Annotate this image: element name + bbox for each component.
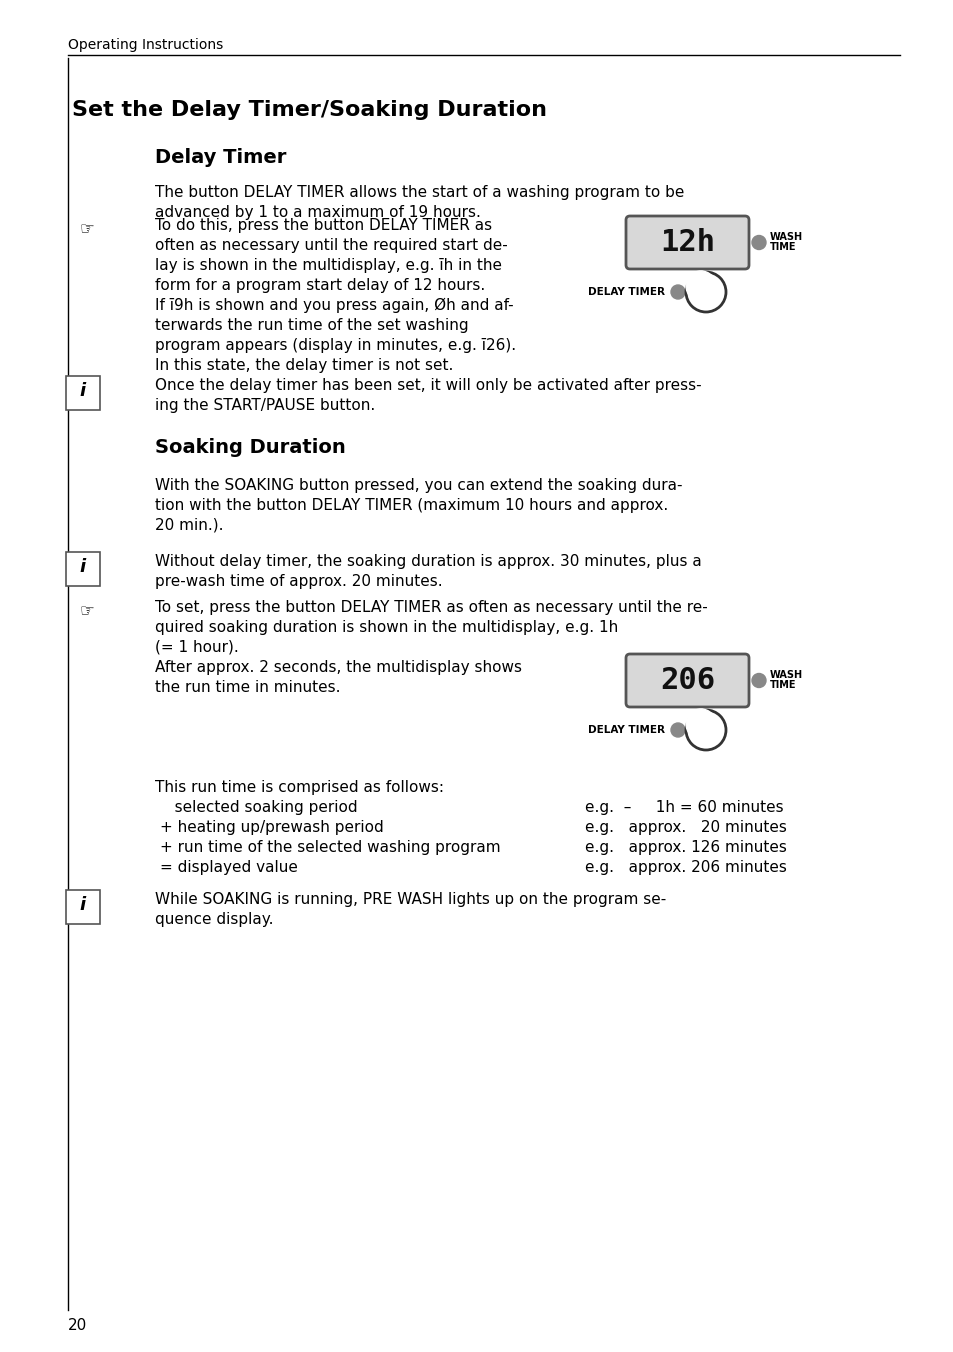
Text: i: i (80, 383, 86, 400)
Circle shape (670, 285, 684, 299)
Text: + heating up/prewash period: + heating up/prewash period (160, 821, 383, 836)
Text: + run time of the selected washing program: + run time of the selected washing progr… (160, 840, 500, 854)
Text: form for a program start delay of 12 hours.: form for a program start delay of 12 hou… (154, 279, 485, 293)
Text: If ī9h is shown and you press again, Øh and af-: If ī9h is shown and you press again, Øh … (154, 297, 513, 314)
Text: the run time in minutes.: the run time in minutes. (154, 680, 340, 695)
Text: After approx. 2 seconds, the multidisplay shows: After approx. 2 seconds, the multidispla… (154, 660, 521, 675)
Circle shape (685, 708, 716, 740)
Text: Once the delay timer has been set, it will only be activated after press-: Once the delay timer has been set, it wi… (154, 379, 700, 393)
FancyBboxPatch shape (625, 216, 748, 269)
FancyBboxPatch shape (66, 552, 100, 585)
Text: e.g.   approx. 126 minutes: e.g. approx. 126 minutes (584, 840, 786, 854)
Text: ☞: ☞ (80, 220, 94, 238)
Text: With the SOAKING button pressed, you can extend the soaking dura-: With the SOAKING button pressed, you can… (154, 479, 681, 493)
Text: TIME: TIME (769, 680, 796, 691)
Text: Soaking Duration: Soaking Duration (154, 438, 345, 457)
Text: TIME: TIME (769, 242, 796, 253)
Text: e.g.   approx.   20 minutes: e.g. approx. 20 minutes (584, 821, 786, 836)
Text: pre-wash time of approx. 20 minutes.: pre-wash time of approx. 20 minutes. (154, 575, 442, 589)
Text: ing the START/PAUSE button.: ing the START/PAUSE button. (154, 397, 375, 412)
Text: 20: 20 (68, 1318, 87, 1333)
Text: program appears (display in minutes, e.g. ī26).: program appears (display in minutes, e.g… (154, 338, 516, 353)
Text: 20 min.).: 20 min.). (154, 518, 223, 533)
Text: WASH: WASH (769, 671, 802, 680)
Text: In this state, the delay timer is not set.: In this state, the delay timer is not se… (154, 358, 453, 373)
Circle shape (670, 723, 684, 737)
Text: Delay Timer: Delay Timer (154, 147, 286, 168)
Text: e.g.   approx. 206 minutes: e.g. approx. 206 minutes (584, 860, 786, 875)
Text: quired soaking duration is shown in the multidisplay, e.g. 1h: quired soaking duration is shown in the … (154, 621, 618, 635)
Text: = displayed value: = displayed value (160, 860, 297, 875)
Text: terwards the run time of the set washing: terwards the run time of the set washing (154, 318, 468, 333)
Circle shape (751, 235, 765, 250)
Text: often as necessary until the required start de-: often as necessary until the required st… (154, 238, 507, 253)
FancyBboxPatch shape (66, 890, 100, 923)
Text: Set the Delay Timer/Soaking Duration: Set the Delay Timer/Soaking Duration (71, 100, 546, 120)
Text: e.g.  –     1h = 60 minutes: e.g. – 1h = 60 minutes (584, 800, 782, 815)
Text: tion with the button DELAY TIMER (maximum 10 hours and approx.: tion with the button DELAY TIMER (maximu… (154, 498, 667, 512)
Text: 12h: 12h (659, 228, 715, 257)
Text: (= 1 hour).: (= 1 hour). (154, 639, 238, 654)
Text: i: i (80, 558, 86, 576)
Text: Without delay timer, the soaking duration is approx. 30 minutes, plus a: Without delay timer, the soaking duratio… (154, 554, 701, 569)
Text: DELAY TIMER: DELAY TIMER (587, 287, 664, 297)
Text: WASH: WASH (769, 233, 802, 242)
Text: To set, press the button DELAY TIMER as often as necessary until the re-: To set, press the button DELAY TIMER as … (154, 600, 707, 615)
Text: lay is shown in the multidisplay, e.g. īh in the: lay is shown in the multidisplay, e.g. ī… (154, 258, 501, 273)
Text: Operating Instructions: Operating Instructions (68, 38, 223, 51)
Text: quence display.: quence display. (154, 913, 274, 927)
Text: To do this, press the button DELAY TIMER as: To do this, press the button DELAY TIMER… (154, 218, 492, 233)
Text: i: i (80, 896, 86, 914)
Text: The button DELAY TIMER allows the start of a washing program to be: The button DELAY TIMER allows the start … (154, 185, 683, 200)
Circle shape (685, 270, 716, 301)
Text: ☞: ☞ (80, 602, 94, 621)
FancyBboxPatch shape (66, 376, 100, 410)
Text: This run time is comprised as follows:: This run time is comprised as follows: (154, 780, 443, 795)
FancyBboxPatch shape (625, 654, 748, 707)
Text: DELAY TIMER: DELAY TIMER (587, 725, 664, 735)
Text: advanced by 1 to a maximum of 19 hours.: advanced by 1 to a maximum of 19 hours. (154, 206, 480, 220)
Text: 206: 206 (659, 667, 715, 695)
Text: While SOAKING is running, PRE WASH lights up on the program se-: While SOAKING is running, PRE WASH light… (154, 892, 665, 907)
Text: selected soaking period: selected soaking period (160, 800, 357, 815)
Circle shape (751, 673, 765, 688)
